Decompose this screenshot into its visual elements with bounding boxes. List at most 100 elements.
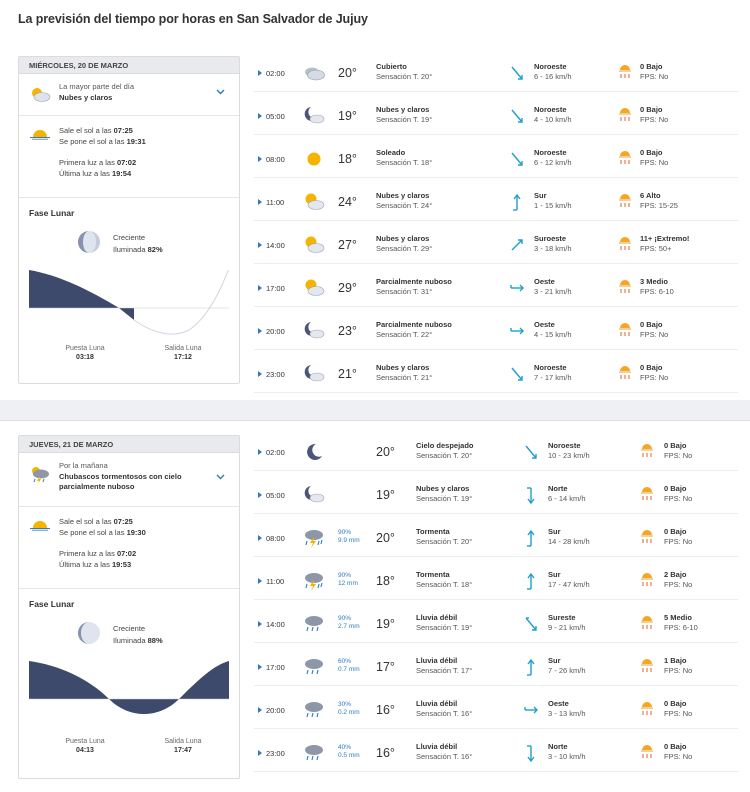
fps: FPS: No bbox=[664, 580, 693, 589]
hour: 08:00 bbox=[266, 155, 285, 164]
sunset-text: Se pone el sol a las bbox=[59, 137, 125, 146]
last-light-text: Última luz a las bbox=[59, 560, 110, 569]
expand-arrow-icon[interactable] bbox=[258, 492, 262, 498]
uv-sun-icon bbox=[641, 702, 653, 715]
precip-info: 60% 0.7 mm bbox=[338, 658, 360, 674]
condition-text: Lluvia débil bbox=[416, 656, 458, 665]
wind-info: Sur 1 - 15 km/h bbox=[534, 191, 572, 211]
section-separator bbox=[0, 400, 750, 420]
last-light-time: 19:54 bbox=[111, 169, 132, 178]
wind-nw-icon bbox=[511, 367, 523, 381]
uv-index: 0 Bajo bbox=[664, 699, 687, 708]
hourly-row[interactable]: 23:00 21° Nubes y claros Sensación T. 21° No… bbox=[254, 357, 738, 393]
expand-arrow-icon[interactable] bbox=[258, 578, 262, 584]
storm-sun-icon bbox=[32, 467, 49, 484]
day-summary[interactable]: La mayor parte del día Nubes y claros bbox=[19, 74, 239, 116]
wind-info: Sur 14 - 28 km/h bbox=[548, 527, 590, 547]
feels-like: Sensación T. 20° bbox=[416, 537, 473, 546]
hour: 20:00 bbox=[266, 706, 285, 715]
temperature: 21° bbox=[338, 367, 357, 381]
moon-phase-name: Creciente bbox=[113, 233, 146, 242]
chevron-down-icon[interactable] bbox=[216, 88, 225, 95]
expand-arrow-icon[interactable] bbox=[258, 750, 262, 756]
hour: 17:00 bbox=[266, 284, 285, 293]
fps: FPS: No bbox=[640, 373, 669, 382]
moonset-time: 03:18 bbox=[76, 354, 94, 361]
hourly-row[interactable]: 11:00 90% 12 mm 18° Tormenta Sensación T. 18°… bbox=[254, 564, 738, 600]
feels-like: Sensación T. 24° bbox=[376, 201, 433, 210]
expand-arrow-icon[interactable] bbox=[258, 199, 262, 205]
temperature: 18° bbox=[376, 574, 395, 588]
hourly-row[interactable]: 20:00 23° Parcialmente nuboso Sensación T. … bbox=[254, 314, 738, 350]
first-light-time: 07:02 bbox=[116, 158, 137, 167]
expand-arrow-icon[interactable] bbox=[258, 242, 262, 248]
day-date: JUEVES, 21 DE MARZO bbox=[19, 436, 239, 453]
uv-index: 0 Bajo bbox=[640, 62, 663, 71]
moonset-marker-icon bbox=[104, 675, 114, 685]
expand-arrow-icon[interactable] bbox=[258, 535, 262, 541]
hourly-row[interactable]: 23:00 40% 0.5 mm 16° Lluvia débil Sensación T… bbox=[254, 736, 738, 772]
condition-text: Tormenta bbox=[416, 527, 450, 536]
temperature: 20° bbox=[376, 531, 395, 545]
hourly-row[interactable]: 14:00 90% 2.7 mm 19° Lluvia débil Sensación T… bbox=[254, 607, 738, 643]
moonset-label: Puesta Luna bbox=[65, 345, 105, 352]
hourly-row[interactable]: 05:00 19° Nubes y claros Sensación T. 19° No… bbox=[254, 99, 738, 135]
temperature: 23° bbox=[338, 324, 357, 338]
expand-arrow-icon[interactable] bbox=[258, 328, 262, 334]
hourly-row[interactable]: 02:00 20° Cubierto Sensación T. 20° Noroeste… bbox=[254, 56, 738, 92]
sun-cloud-icon bbox=[305, 193, 325, 210]
sunrise-time: 07:25 bbox=[113, 517, 133, 526]
uv-index: 6 Alto bbox=[640, 191, 661, 200]
hourly-row[interactable]: 17:00 29° Parcialmente nuboso Sensación T. … bbox=[254, 271, 738, 307]
condition-text: Nubes y claros bbox=[376, 105, 430, 114]
wind-direction: Norte bbox=[548, 484, 568, 493]
expand-arrow-icon[interactable] bbox=[258, 449, 262, 455]
hourly-row[interactable]: 02:00 20° Cielo despejado Sensación T. 20° N… bbox=[254, 435, 738, 471]
hour: 11:00 bbox=[266, 577, 285, 586]
wind-speed: 3 - 21 km/h bbox=[534, 287, 572, 296]
condition: Nubes y claros Sensación T. 21° bbox=[376, 363, 432, 383]
uv-info: 0 Bajo FPS: No bbox=[640, 148, 668, 168]
hourly-row[interactable]: 20:00 30% 0.2 mm 16° Lluvia débil Sensación T… bbox=[254, 693, 738, 729]
hourly-row[interactable]: 08:00 90% 9.9 mm 20° Tormenta Sensación T. 20… bbox=[254, 521, 738, 557]
expand-arrow-icon[interactable] bbox=[258, 156, 262, 162]
uv-sun-icon bbox=[619, 280, 631, 293]
wind-speed: 4 - 15 km/h bbox=[534, 330, 572, 339]
moon-section: Fase Lunar Creciente Iluminada 88% Puest… bbox=[19, 589, 239, 754]
hourly-row[interactable]: 05:00 19° Nubes y claros Sensación T. 19° No… bbox=[254, 478, 738, 514]
uv-sun-icon bbox=[641, 530, 653, 543]
hourly-row[interactable]: 11:00 24° Nubes y claros Sensación T. 24° Su… bbox=[254, 185, 738, 221]
hourly-row[interactable]: 08:00 18° Soleado Sensación T. 18° Noroeste 6… bbox=[254, 142, 738, 178]
hourly-row[interactable]: 17:00 60% 0.7 mm 17° Lluvia débil Sensación T… bbox=[254, 650, 738, 686]
expand-arrow-icon[interactable] bbox=[258, 707, 262, 713]
feels-like: Sensación T. 16° bbox=[416, 709, 473, 718]
temperature: 20° bbox=[376, 445, 395, 459]
expand-arrow-icon[interactable] bbox=[258, 113, 262, 119]
wind-info: Oeste 4 - 15 km/h bbox=[534, 320, 572, 340]
expand-arrow-icon[interactable] bbox=[258, 621, 262, 627]
expand-arrow-icon[interactable] bbox=[258, 664, 262, 670]
day-summary[interactable]: Por la mañana Chubascos tormentosos con … bbox=[19, 453, 239, 507]
wind-nw-icon bbox=[511, 66, 523, 80]
temperature: 19° bbox=[338, 109, 357, 123]
expand-arrow-icon[interactable] bbox=[258, 285, 262, 291]
hourly-row[interactable]: 14:00 27° Nubes y claros Sensación T. 29° Su… bbox=[254, 228, 738, 264]
day-summary-card: MIÉRCOLES, 20 DE MARZO La mayor parte de… bbox=[18, 56, 240, 384]
first-light-text: Primera luz a las bbox=[59, 158, 115, 167]
condition-text: Parcialmente nuboso bbox=[376, 277, 452, 286]
hour: 05:00 bbox=[266, 491, 285, 500]
feels-like: Sensación T. 20° bbox=[416, 451, 473, 460]
wind-direction: Noroeste bbox=[534, 62, 567, 71]
fps: FPS: No bbox=[640, 72, 669, 81]
wind-speed: 10 - 23 km/h bbox=[548, 451, 590, 460]
sunrise-icon bbox=[30, 130, 50, 140]
uv-index: 0 Bajo bbox=[664, 484, 687, 493]
wind-speed: 3 - 10 km/h bbox=[548, 752, 586, 761]
expand-arrow-icon[interactable] bbox=[258, 70, 262, 76]
moon-phase-icon bbox=[78, 231, 100, 253]
wind-direction: Sur bbox=[548, 656, 561, 665]
uv-info: 0 Bajo FPS: No bbox=[664, 527, 692, 547]
chevron-down-icon[interactable] bbox=[216, 473, 225, 480]
day-summary-card: JUEVES, 21 DE MARZO Por la mañana Chubas… bbox=[18, 435, 240, 779]
expand-arrow-icon[interactable] bbox=[258, 371, 262, 377]
